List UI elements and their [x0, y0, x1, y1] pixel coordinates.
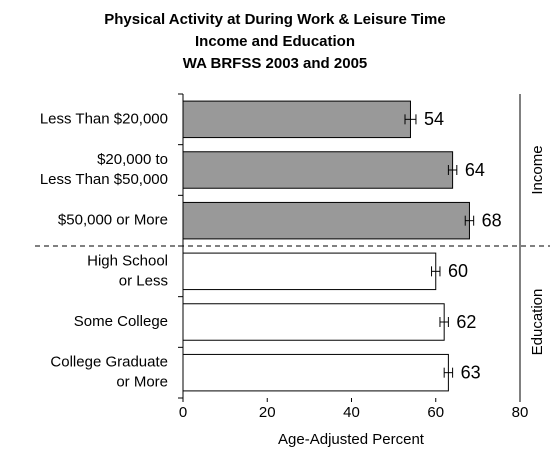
x-tick-label: 80 — [512, 404, 529, 421]
y-tick-label: $20,000 to Less Than $50,000 — [40, 151, 168, 188]
error-bar — [431, 266, 441, 277]
x-tick-label: 40 — [343, 404, 360, 421]
x-axis-label: Age-Adjusted Percent — [278, 431, 425, 448]
error-bar — [443, 367, 454, 378]
x-tick-label: 60 — [427, 404, 444, 421]
y-tick-label: Less Than $20,000 — [40, 110, 168, 127]
y-tick-label: College Graduate or More — [50, 354, 168, 391]
error-bar — [447, 165, 458, 175]
value-label: 62 — [456, 312, 476, 332]
value-label: 63 — [461, 362, 481, 382]
error-bar — [404, 114, 417, 125]
error-bar — [439, 317, 449, 327]
error-bar — [464, 215, 475, 226]
group-label: Education — [529, 289, 546, 356]
value-label: 54 — [424, 109, 444, 129]
y-tick-label: Some College — [74, 313, 168, 330]
bar — [182, 151, 454, 189]
bar — [182, 353, 449, 392]
bar — [182, 201, 470, 240]
bar — [182, 252, 437, 291]
bar — [182, 303, 445, 341]
group-label: Income — [529, 145, 546, 194]
value-label: 60 — [448, 261, 468, 281]
x-tick-label: 0 — [179, 404, 187, 421]
x-tick-label: 20 — [259, 404, 276, 421]
chart-title: Physical Activity at During Work & Leisu… — [104, 11, 446, 72]
value-label: 68 — [482, 210, 502, 230]
y-tick-label: $50,000 or More — [58, 212, 168, 229]
y-tick-label: High School or Less — [87, 252, 168, 289]
value-label: 64 — [465, 160, 485, 180]
bar — [182, 100, 411, 139]
